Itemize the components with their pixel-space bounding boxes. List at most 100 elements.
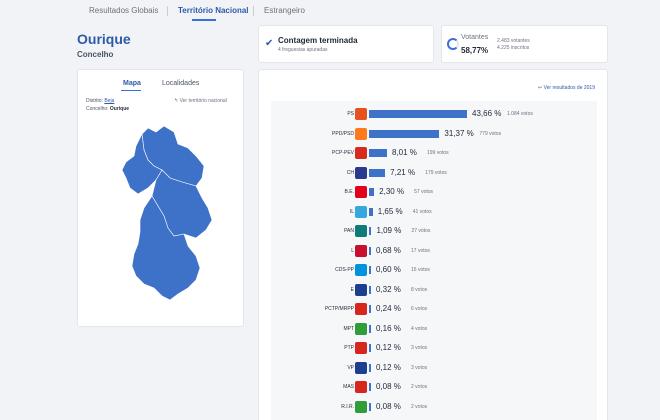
party-logo-icon	[355, 322, 367, 335]
council-line: Concelho: Ourique	[86, 106, 129, 112]
party-name: PTP	[344, 345, 354, 351]
party-name: E	[350, 286, 354, 293]
vote-count: 199 votos	[426, 150, 449, 156]
tab-estrangeiro[interactable]: Estrangeiro	[264, 6, 305, 15]
turnout-percent: 58,77%	[461, 46, 489, 55]
party-name: PPD/PSD	[332, 130, 354, 137]
count-status-title: Contagem terminada	[278, 36, 358, 45]
party-row: CDS-PP 0,60 % 15 votos	[271, 262, 597, 280]
tab-localidades[interactable]: Localidades	[162, 80, 200, 87]
party-name: VP	[347, 364, 354, 371]
party-name: MAS	[343, 384, 354, 390]
party-row: E 0,32 % 8 votos	[271, 282, 597, 300]
vote-percent: 31,37 %	[444, 128, 474, 138]
party-name: PCP-PEV	[332, 150, 354, 156]
party-logo-icon	[355, 244, 367, 257]
vote-bar	[369, 305, 371, 313]
party-row: PPD/PSD 31,37 % 779 votos	[271, 126, 597, 144]
party-name: IL	[349, 208, 354, 215]
turnout-progress-ring	[447, 38, 459, 50]
vote-count: 4 votos	[411, 325, 428, 332]
check-icon: ✔	[265, 38, 274, 49]
results-card: ↩ Ver resultados de 2019 PS 43,66 % 1.084 …	[258, 69, 608, 420]
council-value: Ourique	[109, 106, 130, 112]
count-status-detail: 4 freguesias apuradas	[278, 47, 328, 53]
vote-percent: 2,30 %	[379, 187, 405, 196]
vote-percent: 43,66 %	[472, 109, 502, 118]
map-parish-south[interactable]	[131, 195, 201, 301]
party-logo-icon	[355, 283, 367, 296]
party-logo-icon	[355, 205, 367, 218]
party-row: MAS 0,08 % 2 votos	[271, 379, 597, 397]
party-row: PTP 0,12 % 3 votos	[271, 340, 597, 358]
party-row: IL 1,65 % 41 votos	[271, 204, 597, 222]
count-status-card: ✔ Contagem terminada 4 freguesias apurad…	[258, 25, 434, 63]
national-territory-link[interactable]: ↰ Ver território nacional	[174, 98, 227, 104]
vote-percent: 0,32 %	[376, 284, 401, 294]
party-logo-icon	[355, 264, 367, 276]
vote-bar	[369, 344, 371, 352]
party-row: PCP-PEV 8,01 % 199 votos	[271, 145, 597, 163]
vote-count: 6 votos	[411, 306, 428, 312]
vote-count: 1.084 votos	[507, 111, 533, 117]
vote-count: 3 votos	[411, 345, 428, 351]
party-logo-icon	[355, 108, 367, 120]
vote-bar	[369, 383, 371, 391]
vote-count: 2 votos	[411, 403, 428, 410]
map-parish-west[interactable]	[121, 132, 163, 195]
registered-count: 4.225 inscritos	[497, 45, 530, 51]
party-name: CDS-PP	[335, 267, 354, 273]
party-logo-icon	[355, 147, 367, 159]
vote-percent: 1,09 %	[376, 226, 402, 235]
tab-resultados-globais[interactable]: Resultados Globais	[89, 6, 159, 15]
party-logo-icon	[355, 186, 367, 198]
vote-percent: 8,01 %	[391, 148, 417, 157]
party-row: R.I.R. 0,08 % 2 votos	[271, 399, 597, 417]
ourique-map	[121, 125, 213, 301]
vote-count: 8 votos	[411, 286, 428, 293]
district-link[interactable]: Beja	[104, 98, 115, 104]
vote-percent: 0,08 %	[376, 401, 401, 411]
vote-percent: 0,12 %	[376, 362, 401, 372]
party-row: VP 0,12 % 3 votos	[271, 360, 597, 378]
district-line: Distrito: Beja	[86, 98, 114, 104]
vote-percent: 7,21 %	[390, 167, 416, 177]
party-logo-icon	[355, 166, 367, 179]
vote-bar	[369, 227, 372, 235]
tab-territorio-nacional[interactable]: Território Nacional	[178, 6, 249, 15]
active-map-tab-indicator	[121, 90, 141, 91]
top-navigation: Resultados Globais Território Nacional E…	[0, 0, 660, 24]
party-name: CH	[346, 169, 354, 176]
vote-bar	[369, 149, 387, 157]
vote-bar	[369, 285, 371, 294]
vote-bar	[369, 168, 386, 177]
tab-divider	[253, 6, 254, 16]
vote-bar	[369, 207, 373, 216]
vote-bar	[369, 110, 467, 118]
party-logo-icon	[355, 381, 367, 393]
party-name: PAN	[344, 228, 354, 234]
vote-count: 57 votos	[414, 189, 434, 195]
council-label: Concelho:	[86, 106, 109, 112]
vote-percent: 0,60 %	[376, 265, 401, 274]
previous-results-link[interactable]: ↩ Ver resultados de 2019	[537, 85, 595, 91]
page-subtitle: Concelho	[77, 50, 114, 59]
tab-mapa[interactable]: Mapa	[123, 80, 141, 87]
party-name: B.E.	[344, 189, 354, 195]
active-tab-indicator	[192, 19, 216, 21]
vote-bar	[369, 188, 375, 196]
party-name: PCTP/MRPP	[324, 306, 354, 312]
map-card: Mapa Localidades Distrito: Beja Concelho…	[77, 69, 244, 327]
voters-count: 2.483 votantes	[497, 38, 530, 44]
party-logo-icon	[355, 361, 367, 374]
vote-percent: 0,12 %	[376, 343, 401, 352]
party-logo-icon	[355, 342, 367, 354]
party-logo-icon	[355, 303, 367, 315]
party-name: L	[351, 247, 354, 254]
party-row: CH 7,21 % 179 votos	[271, 165, 597, 183]
tab-divider	[167, 6, 168, 16]
vote-count: 27 votos	[411, 228, 431, 234]
vote-bar	[369, 402, 371, 411]
vote-bar	[369, 324, 371, 333]
party-row: PAN 1,09 % 27 votos	[271, 223, 597, 241]
